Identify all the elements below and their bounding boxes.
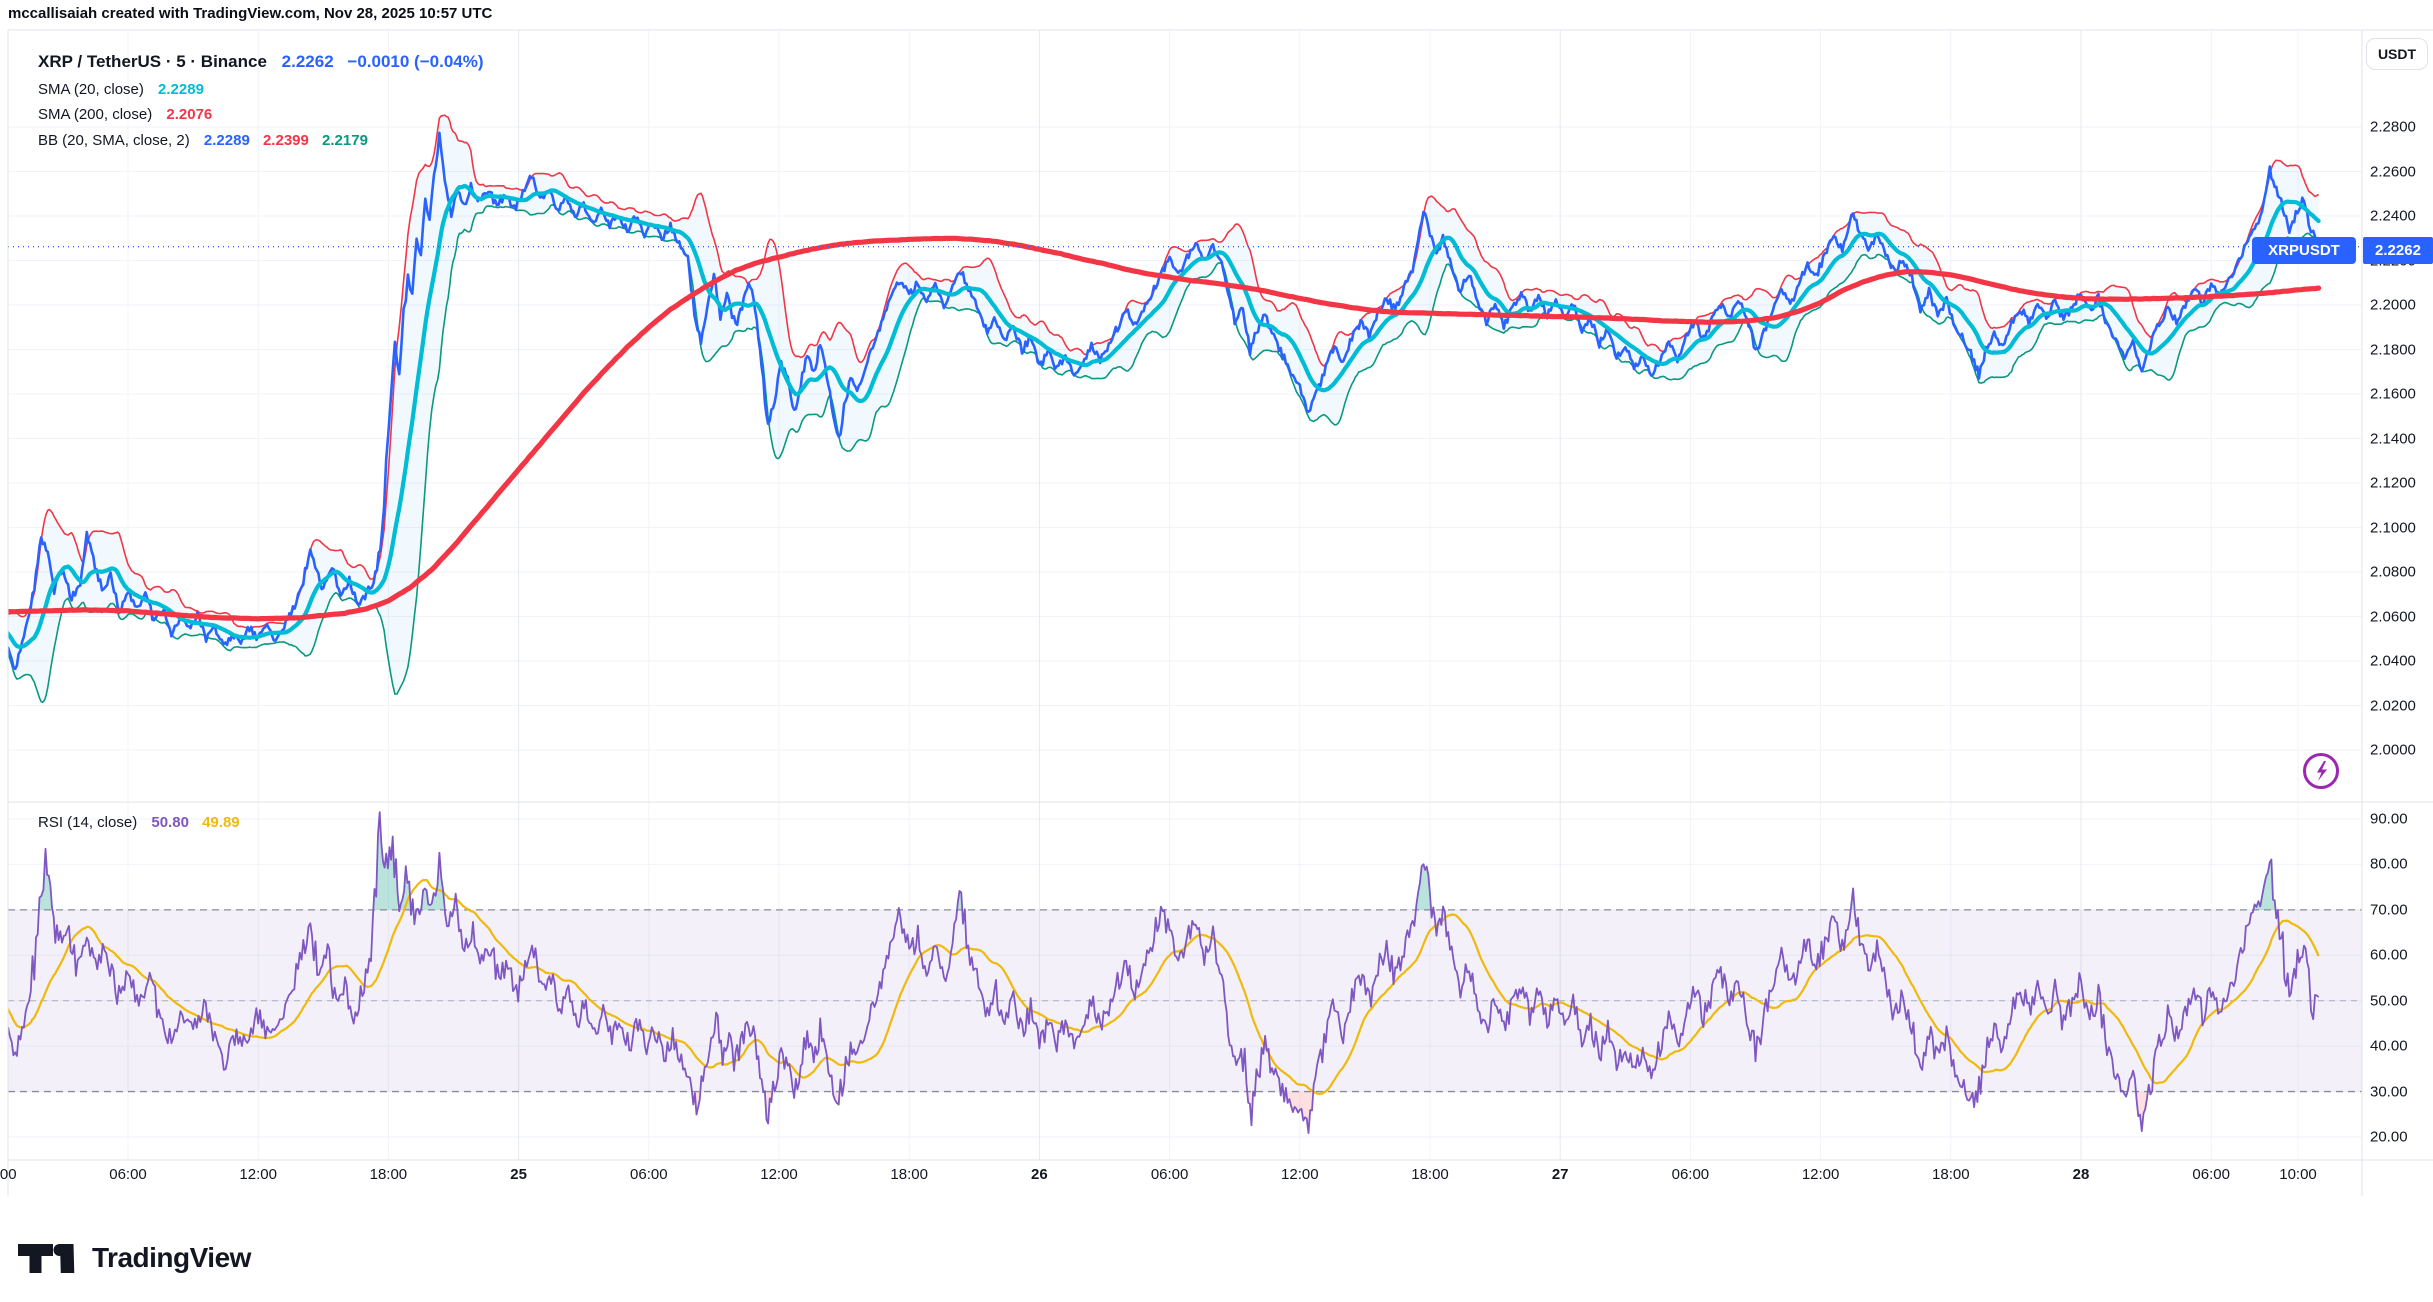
sma20-legend-row[interactable]: SMA (20, close) 2.2289 [38,81,204,98]
time-axis-label: 18:00 [890,1166,928,1183]
rsi-oversold-fill [693,1091,700,1115]
currency-toggle-button[interactable]: USDT [2366,38,2428,70]
bb-upper-value: 2.2399 [262,132,309,149]
attribution-text: mccallisaiah created with TradingView.co… [8,5,493,22]
rsi-oversold-fill [2136,1091,2147,1132]
price-axis-label: 2.0000 [2370,741,2416,759]
rsi-oversold-fill [1965,1091,1975,1108]
symbol-change: −0.0010 (−0.04%) [347,52,484,71]
rsi-oversold-fill [1287,1091,1312,1133]
time-axis-label: 06:00 [2192,1166,2230,1183]
rsi-value: 50.80 [151,814,189,831]
rsi-axis-label: 40.00 [2370,1037,2408,1055]
sma200-legend-row[interactable]: SMA (200, close) 2.2076 [38,106,212,123]
sma200-value: 2.2076 [166,106,213,123]
price-axis-label: 2.1000 [2370,519,2416,536]
sma200-label: SMA (200, close) [38,106,153,123]
price-axis-label: 2.1600 [2370,385,2416,403]
symbol-title: XRP / TetherUS · 5 · Binance [38,52,267,71]
bb-fill [8,115,2319,703]
time-axis-label: 12:00 [239,1166,277,1183]
time-axis-label: 18:00 [1411,1166,1449,1183]
price-pane [8,114,2362,703]
time-axis-label: 12:00 [760,1166,798,1183]
price-axis-label: 2.0400 [2370,652,2416,670]
sma200-line [8,235,2322,622]
rsi-oversold-fill [833,1091,839,1105]
bb-label: BB (20, SMA, close, 2) [38,132,190,149]
time-axis-label: 28 [2072,1166,2090,1183]
price-axis-label: 2.1400 [2370,430,2416,447]
last-price-axis-tag: 2.2262 [2363,237,2433,264]
time-axis-label: 26 [1031,1166,1048,1183]
sma20-line [8,183,2321,650]
time-axis-label: 06:00 [109,1166,147,1183]
bb-upper-line [8,114,2320,630]
rsi-line [8,811,2320,1134]
time-axis-label: 00:00 [0,1166,17,1183]
rsi-ma-line [8,878,2320,1095]
rsi-axis-label: 50.00 [2370,992,2408,1010]
time-axis-label: 18:00 [1932,1166,1970,1183]
rsi-oversold-fill [1248,1091,1252,1126]
bb-legend-row[interactable]: BB (20, SMA, close, 2) 2.2289 2.2399 2.2… [38,132,368,149]
pane-borders [7,29,2433,1196]
rsi-ma-value: 49.89 [202,814,240,831]
bb-lower-value: 2.2179 [322,132,368,149]
time-axis-label: 06:00 [630,1166,668,1183]
price-axis-label: 2.2400 [2370,207,2416,225]
time-axis-label: 06:00 [1671,1166,1710,1183]
tradingview-logo[interactable]: TradingView [18,1242,251,1274]
rsi-axis-label: 90.00 [2370,810,2408,828]
price-axis-label: 2.1800 [2370,341,2416,358]
tradingview-logo-mark [18,1243,75,1273]
sma20-value: 2.2289 [158,81,204,98]
rsi-pane [8,811,2362,1134]
price-axis-label: 2.1200 [2370,474,2416,492]
time-axis-label: 27 [1551,1166,1569,1183]
last-price-symbol-pill: XRPUSDT [2252,237,2356,264]
time-axis-label: 25 [510,1166,527,1183]
time-axis-label: 06:00 [1150,1166,1189,1183]
rsi-label: RSI (14, close) [38,814,138,831]
tradingview-logo-text: TradingView [92,1242,251,1273]
rsi-legend-row[interactable]: RSI (14, close) 50.80 49.89 [38,814,240,831]
rsi-axis-label: 60.00 [2370,946,2408,964]
price-axis-label: 2.2000 [2370,296,2416,314]
rsi-overbought-fill [957,890,962,910]
price-line [8,131,2320,671]
price-axis-label: 2.0200 [2370,697,2416,714]
price-axis-label: 2.0800 [2370,563,2416,581]
boost-lightning-icon [2303,753,2339,789]
time-axis-label: 10:00 [2279,1166,2317,1183]
symbol-last-price: 2.2262 [281,52,334,71]
time-axis-label: 18:00 [369,1166,408,1183]
price-axis-label: 2.2800 [2370,118,2416,136]
rsi-overbought-fill [1416,864,1430,910]
bb-basis-value: 2.2289 [203,132,250,149]
rsi-axis-label: 30.00 [2370,1083,2408,1101]
price-axis-label: 2.0600 [2370,608,2416,625]
price-axis-label: 2.2600 [2370,163,2416,180]
rsi-axis-label: 20.00 [2370,1128,2408,1146]
time-axis-label: 12:00 [1801,1166,1840,1183]
time-axis-label: 12:00 [1281,1166,1319,1183]
bb-lower-line [8,204,2320,703]
rsi-axis-label: 70.00 [2370,901,2408,919]
sma20-label: SMA (20, close) [38,81,144,98]
rsi-axis-label: 80.00 [2370,855,2408,873]
symbol-legend-row[interactable]: XRP / TetherUS · 5 · Binance 2.2262 −0.0… [38,52,484,72]
